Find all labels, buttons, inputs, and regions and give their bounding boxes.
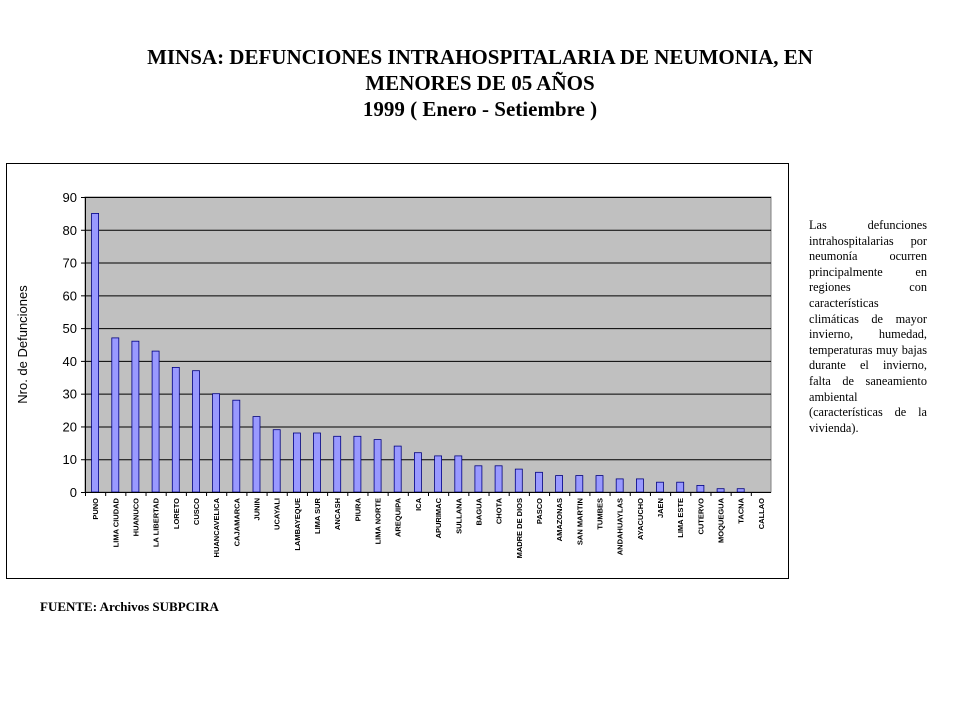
bar — [636, 478, 644, 493]
x-tick-label: CAJAMARCA — [232, 497, 241, 546]
bar — [575, 475, 584, 493]
plot-area — [84, 196, 772, 493]
bar — [252, 416, 261, 493]
bar — [212, 393, 221, 493]
x-tick-label: TUMBES — [596, 498, 605, 530]
bar — [555, 475, 563, 493]
x-tick-label: TACNA — [737, 497, 746, 523]
bar — [434, 455, 443, 493]
bar — [454, 455, 463, 493]
bar — [393, 445, 402, 493]
bar — [474, 465, 483, 493]
x-tick-label: HUANUCO — [131, 498, 140, 536]
x-tick-label: LIMA ESTE — [676, 498, 685, 538]
x-tick-label: CUTERVO — [696, 498, 705, 535]
x-tick-label: MADRE DE DIOS — [515, 498, 524, 558]
bar — [656, 481, 664, 493]
bar — [111, 337, 120, 493]
title-line-2: MENORES DE 05 AÑOS — [365, 71, 595, 95]
chart-frame: 0 10 20 30 40 50 60 70 80 90 PUNO LIMA CIUDAD HUANU… — [6, 163, 789, 579]
x-tick-label: LA LIBERTAD — [152, 497, 161, 547]
y-tick-label: 20 — [63, 419, 77, 434]
x-axis-ticks: PUNO LIMA CIUDAD HUANUCO LA LIBERTAD LORETO C… — [85, 492, 766, 558]
bar — [696, 484, 705, 493]
y-axis-ticks: 0 10 20 30 40 50 60 70 80 90 — [63, 190, 85, 500]
x-tick-label: AREQUIPA — [394, 497, 403, 537]
bar — [413, 452, 422, 493]
bar-chart: 0 10 20 30 40 50 60 70 80 90 PUNO LIMA CIUDAD HUANU… — [15, 190, 772, 558]
y-tick-label: 10 — [63, 452, 77, 467]
x-tick-label: ANCASH — [333, 498, 342, 530]
bar — [736, 488, 745, 493]
x-tick-label: LAMBAYEQUE — [293, 498, 302, 551]
x-tick-label: ICA — [414, 497, 423, 511]
bar — [171, 366, 180, 493]
x-tick-label: CHOTA — [495, 497, 504, 524]
bar — [615, 478, 624, 493]
x-tick-label: AYACUCHO — [636, 498, 645, 540]
bar — [192, 370, 200, 493]
bar — [333, 435, 342, 493]
x-tick-label: SAN MARTIN — [575, 498, 584, 545]
y-tick-label: 50 — [63, 321, 77, 336]
chart-title: MINSA: DEFUNCIONES INTRAHOSPITALARIA DE … — [60, 44, 900, 122]
y-tick-label: 80 — [63, 223, 77, 238]
bar — [292, 432, 301, 493]
x-tick-label: JUNIN — [253, 498, 262, 521]
bar — [313, 432, 321, 493]
x-tick-label: MOQUEGUA — [717, 497, 726, 543]
y-tick-label: 90 — [63, 190, 77, 205]
bar — [514, 468, 523, 493]
x-tick-label: LIMA SUR — [313, 497, 322, 534]
bar — [91, 213, 99, 493]
title-line-3: 1999 ( Enero - Setiembre ) — [362, 97, 598, 121]
bar — [535, 471, 543, 493]
x-tick-label: LIMA NORTE — [374, 498, 383, 544]
y-tick-label: 60 — [63, 288, 77, 303]
bar — [272, 429, 281, 493]
y-tick-label: 40 — [63, 354, 77, 369]
x-tick-label: APURIMAC — [434, 497, 443, 538]
y-tick-label: 30 — [63, 387, 77, 402]
x-tick-label: AMAZONAS — [555, 498, 564, 541]
x-tick-label: ANDAHUAYLAS — [616, 498, 625, 555]
bar — [373, 439, 382, 493]
title-line-1: MINSA: DEFUNCIONES INTRAHOSPITALARIA DE … — [147, 45, 813, 69]
bar — [131, 340, 140, 493]
x-tick-label: HUANCAVELICA — [212, 497, 221, 557]
y-tick-label: 0 — [70, 485, 77, 500]
y-axis-label: Nro. de Defunciones — [15, 285, 30, 404]
bar — [494, 465, 503, 493]
x-tick-label: LIMA CIUDAD — [111, 497, 120, 547]
x-tick-label: CUSCO — [192, 498, 201, 525]
y-tick-label: 70 — [63, 256, 77, 271]
x-tick-label: CALLAO — [757, 498, 766, 529]
bar — [716, 488, 725, 493]
bar — [151, 350, 160, 493]
bar — [353, 435, 362, 493]
x-tick-label: PASCO — [535, 498, 544, 524]
x-tick-label: BAGUA — [474, 497, 483, 525]
x-tick-label: SULLANA — [454, 497, 463, 533]
source-note: FUENTE: Archivos SUBPCIRA — [40, 599, 219, 614]
x-tick-label: PIURA — [353, 497, 362, 521]
bar — [676, 481, 685, 493]
x-tick-label: PUNO — [91, 498, 100, 520]
x-tick-label: UCAYALI — [273, 498, 282, 530]
bar — [232, 399, 241, 493]
bar — [595, 475, 604, 493]
side-note: Las defunciones intrahospitalarias por n… — [809, 218, 927, 435]
x-tick-label: LORETO — [172, 498, 181, 529]
x-tick-label: JAEN — [656, 498, 665, 518]
